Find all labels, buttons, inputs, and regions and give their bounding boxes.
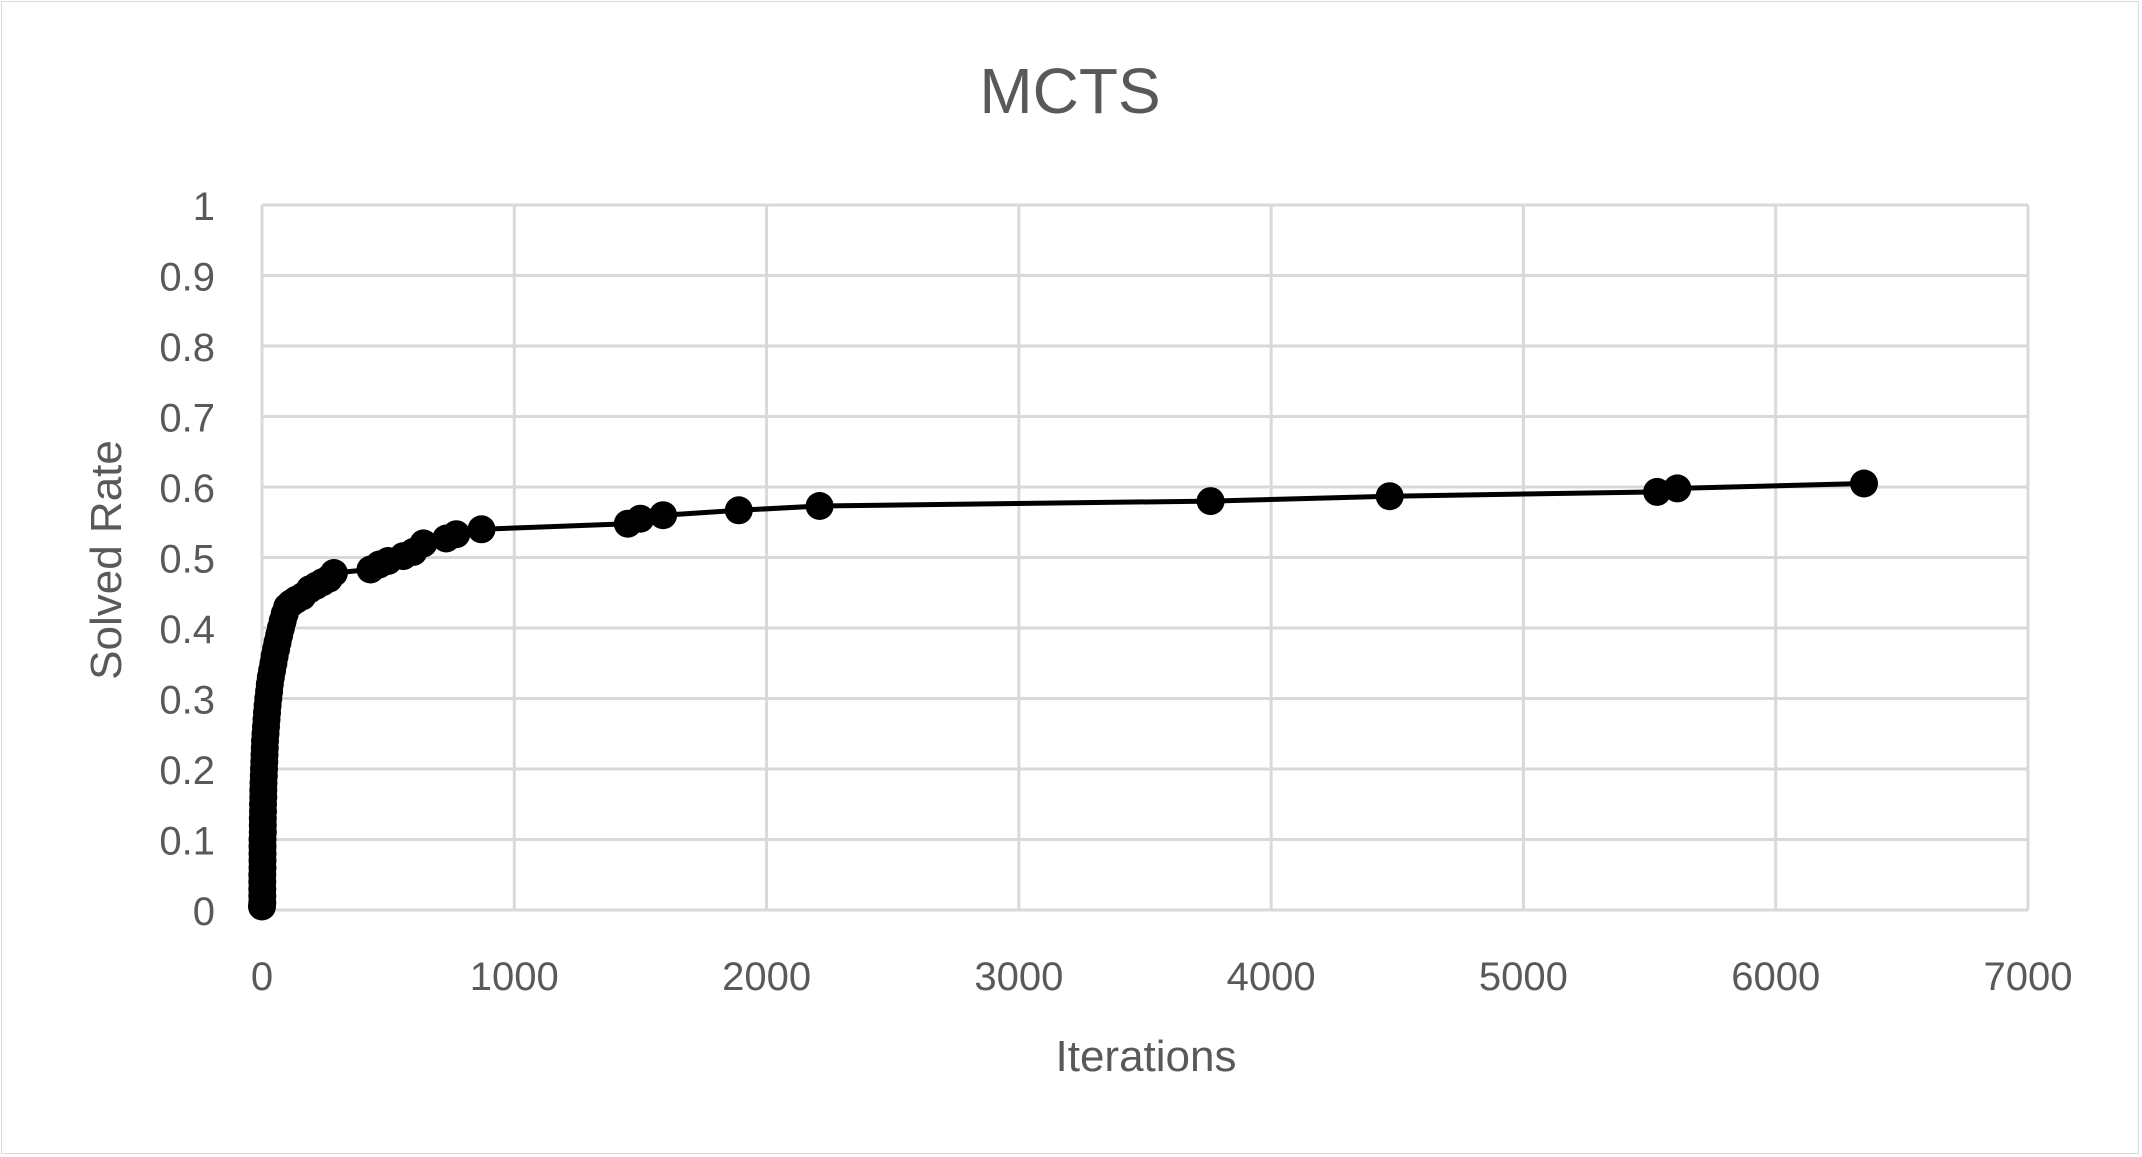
data-point: [467, 515, 496, 544]
y-tick-label: 1: [193, 185, 215, 229]
y-tick-label: 0.1: [159, 820, 215, 864]
data-point: [724, 496, 753, 525]
data-point: [1850, 469, 1878, 498]
x-tick-labels: 0 1000 2000 3000 4000 5000 6000 7000: [251, 955, 2073, 999]
y-tick-label: 0.3: [159, 679, 215, 723]
series-group: [248, 469, 1878, 921]
data-point: [409, 529, 438, 558]
x-tick-label: 0: [251, 955, 273, 999]
data-point: [319, 559, 348, 587]
data-point: [442, 520, 471, 549]
data-point: [626, 504, 655, 533]
data-point: [805, 492, 834, 520]
y-tick-label: 0.8: [159, 326, 215, 370]
y-tick-label: 0.9: [159, 256, 215, 300]
x-tick-label: 3000: [974, 955, 1063, 999]
y-tick-label: 0.7: [159, 397, 215, 441]
y-tick-label: 0: [193, 890, 215, 934]
chart-title: MCTS: [979, 55, 1160, 127]
x-tick-label: 6000: [1731, 955, 1820, 999]
x-tick-label: 5000: [1479, 955, 1568, 999]
x-tick-label: 2000: [722, 955, 811, 999]
data-point: [1375, 482, 1404, 511]
y-tick-label: 0.6: [159, 467, 215, 511]
data-point: [1663, 474, 1692, 503]
y-tick-label: 0.4: [159, 608, 215, 652]
y-axis-label: Solved Rate: [82, 440, 131, 680]
x-axis-label: Iterations: [1056, 1032, 1237, 1081]
x-tick-label: 7000: [1984, 955, 2073, 999]
data-point: [1196, 487, 1225, 516]
y-tick-label: 0.2: [159, 749, 215, 793]
data-point: [649, 501, 678, 530]
y-tick-labels: 0 0.1 0.2 0.3 0.4 0.5 0.6 0.7 0.8 0.9 1: [159, 185, 215, 934]
y-tick-label: 0.5: [159, 538, 215, 582]
series-line: [259, 481, 1865, 907]
x-tick-label: 4000: [1227, 955, 1316, 999]
gridlines: [260, 203, 2030, 912]
x-tick-label: 1000: [470, 955, 559, 999]
